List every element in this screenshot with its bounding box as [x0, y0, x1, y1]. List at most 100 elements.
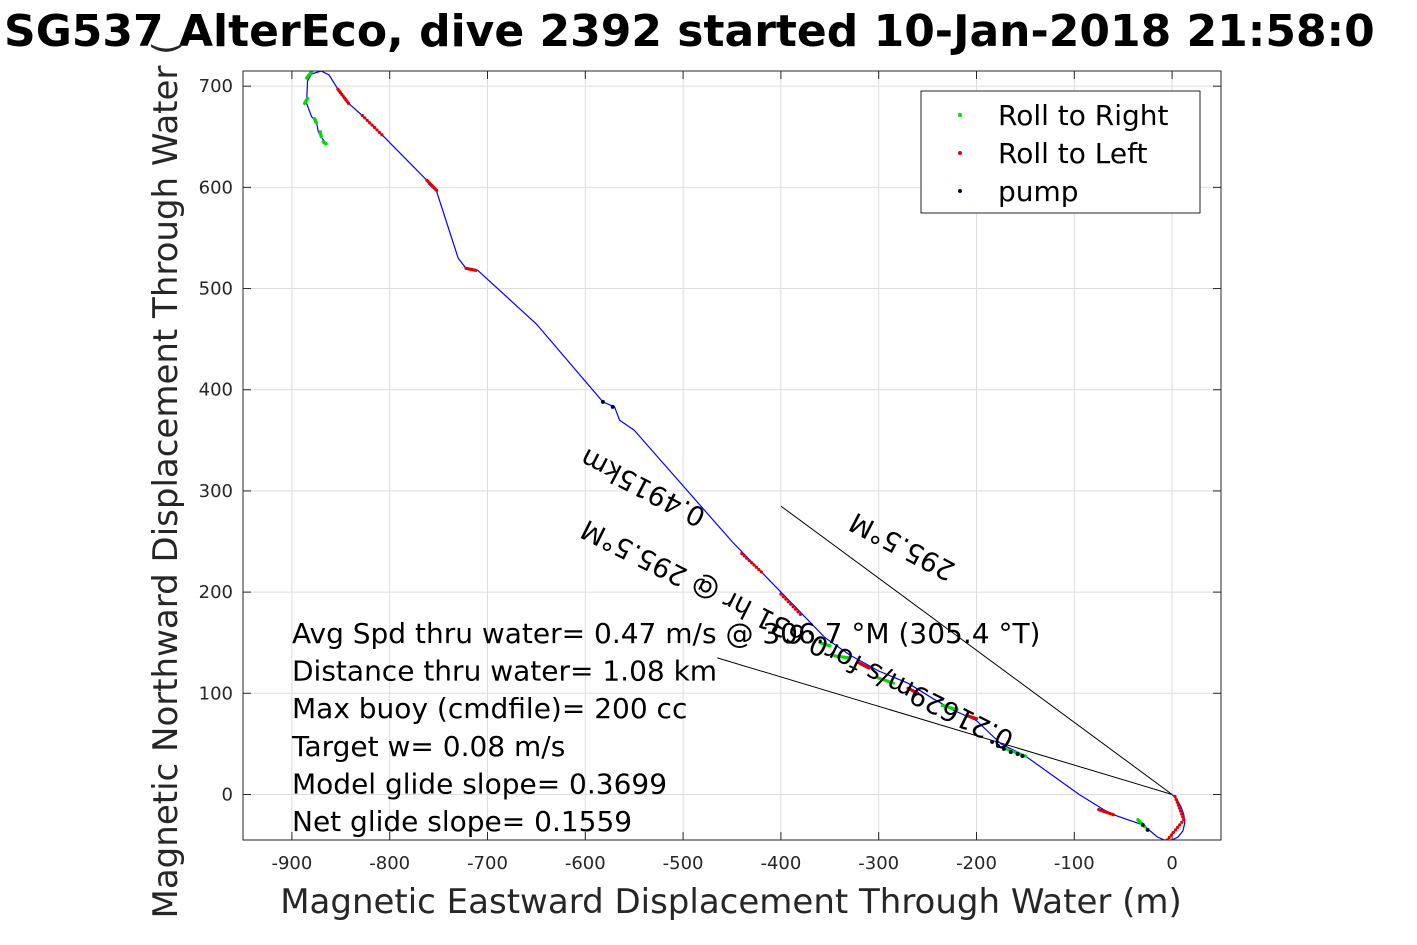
roll-right-marker	[314, 121, 318, 125]
roll-right-marker	[1023, 754, 1027, 758]
roll-left-marker	[377, 130, 382, 134]
roll-left-marker	[1167, 835, 1171, 840]
roll-right-marker	[305, 96, 310, 100]
pump-marker	[610, 404, 615, 409]
roll-left-marker	[1174, 797, 1178, 801]
legend-marker-roll-left	[958, 151, 962, 155]
roll-left-marker	[380, 133, 384, 137]
legend-label-roll-right: Roll to Right	[998, 99, 1169, 132]
roll-left-marker	[779, 592, 783, 596]
roll-left-marker	[1171, 830, 1176, 835]
info-line: Avg Spd thru water= 0.47 m/s @ 306.7 °M …	[292, 617, 1040, 650]
roll-left-marker	[759, 570, 763, 574]
plot-content	[303, 71, 1186, 840]
roll-left-marker	[1178, 823, 1182, 827]
roll-left-marker	[798, 612, 803, 616]
x-tick-label: -300	[858, 853, 899, 874]
x-tick-label: 0	[1166, 853, 1177, 874]
y-tick-label: 0	[222, 784, 233, 805]
x-tick-label: -500	[663, 853, 704, 874]
x-tick-label: -900	[271, 853, 312, 874]
roll-left-marker	[365, 118, 369, 122]
info-text-block: Avg Spd thru water= 0.47 m/s @ 306.7 °M …	[291, 617, 1040, 838]
info-line: Max buoy (cmdfile)= 200 cc	[292, 692, 687, 725]
x-tick-label: -100	[1054, 853, 1095, 874]
roll-left-marker	[1180, 820, 1184, 824]
roll-left-marker	[1097, 808, 1101, 812]
x-tick-label: -400	[760, 853, 801, 874]
info-line: Net glide slope= 0.1559	[292, 805, 632, 838]
roll-left-marker	[791, 605, 795, 609]
roll-left-marker	[965, 713, 969, 718]
roll-left-marker	[742, 554, 746, 558]
roll-left-marker	[1169, 833, 1173, 837]
y-tick-label: 100	[199, 683, 233, 704]
y-tick-label: 400	[199, 380, 233, 401]
x-tick-label: -800	[369, 853, 410, 874]
legend-marker-roll-right	[958, 113, 962, 117]
roll-left-marker	[1173, 794, 1177, 799]
roll-left-marker	[740, 552, 744, 556]
roll-right-marker	[1006, 748, 1010, 752]
roll-left-marker	[368, 121, 372, 125]
direction-arrow	[717, 657, 1173, 795]
roll-left-marker	[474, 268, 478, 272]
y-tick-label: 300	[199, 481, 233, 502]
roll-left-marker	[375, 128, 379, 132]
plot-frame	[242, 70, 1222, 841]
legend: Roll to Right Roll to Left pump	[920, 90, 1201, 214]
roll-left-marker	[786, 600, 790, 604]
legend-marker-pump	[958, 189, 962, 193]
markers	[303, 71, 1186, 840]
roll-left-marker	[749, 561, 754, 565]
x-tick-label: -700	[467, 853, 508, 874]
pump-marker	[1015, 751, 1020, 756]
roll-right-marker	[324, 142, 328, 146]
roll-right-marker	[955, 707, 959, 712]
info-line: Distance thru water= 1.08 km	[292, 655, 717, 688]
x-tick-label: -200	[956, 853, 997, 874]
roll-left-marker	[1178, 809, 1183, 813]
y-tick-label: 200	[199, 582, 233, 603]
roll-left-marker	[1180, 812, 1184, 816]
y-tick-label: 500	[199, 279, 233, 300]
ticks: -900 -800 -700 -600 -500 -400 -300 -200 -100 0 0 10…	[199, 71, 1221, 874]
roll-left-marker	[370, 123, 374, 127]
roll-right-marker	[847, 656, 851, 660]
roll-left-marker	[745, 556, 749, 560]
pump-marker	[600, 399, 605, 404]
pump-marker	[990, 739, 995, 744]
roll-left-marker	[1173, 828, 1178, 832]
roll-left-marker	[752, 563, 756, 567]
roll-left-marker	[796, 610, 800, 614]
roll-left-marker	[784, 597, 788, 601]
roll-left-marker	[754, 565, 759, 569]
x-axis-label: Magnetic Eastward Displacement Through W…	[280, 882, 1182, 922]
y-tick-label: 700	[199, 76, 233, 97]
pump-marker	[1001, 746, 1006, 751]
roll-left-marker	[857, 661, 861, 665]
roll-left-marker	[906, 686, 910, 690]
roll-left-marker	[1182, 818, 1186, 822]
x-tick-label: -600	[565, 853, 606, 874]
roll-right-marker	[319, 135, 323, 139]
roll-left-marker	[372, 125, 377, 130]
roll-left-marker	[793, 607, 798, 611]
roll-left-marker	[336, 87, 340, 91]
roll-left-marker	[757, 567, 761, 572]
chart-title: SG537 AlterEco, dive 2392 started 10-Jan…	[4, 6, 1375, 57]
roll-left-marker	[363, 116, 367, 120]
info-line: Target w= 0.08 m/s	[291, 730, 565, 763]
legend-box	[920, 90, 1201, 214]
roll-left-marker	[360, 113, 364, 118]
roll-left-marker	[435, 188, 439, 192]
pump-marker	[1020, 754, 1025, 759]
roll-right-marker	[891, 681, 895, 685]
pump-marker	[996, 743, 1001, 748]
roll-left-marker	[1181, 815, 1185, 819]
roll-left-marker	[1176, 803, 1180, 807]
legend-label-pump: pump	[998, 175, 1079, 208]
roll-right-marker	[828, 644, 832, 648]
roll-left-marker	[781, 595, 785, 599]
